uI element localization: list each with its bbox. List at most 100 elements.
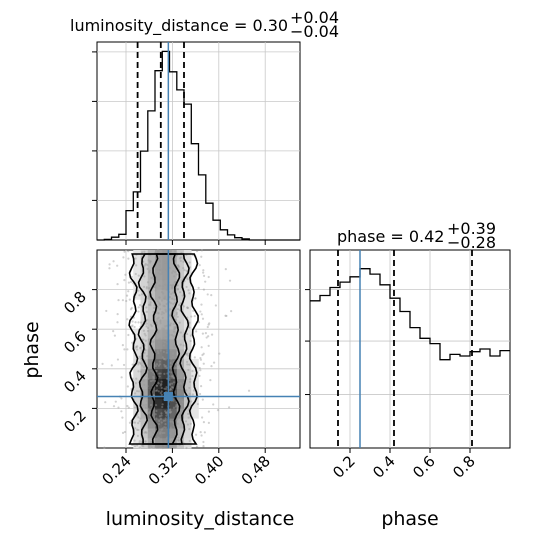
scatter-point [163, 297, 167, 300]
scatter-point [182, 335, 185, 338]
scatter-point [155, 417, 158, 420]
scatter-point [108, 263, 111, 266]
scatter-point [158, 296, 161, 299]
scatter-point [147, 338, 151, 341]
joint-density-cell [147, 259, 156, 271]
scatter-point [137, 310, 140, 313]
scatter-point [125, 299, 128, 303]
joint-density-cell [176, 408, 185, 419]
scatter-point [158, 419, 161, 422]
scatter-point [164, 308, 167, 311]
scatter-point [164, 426, 167, 429]
scatter-point [182, 344, 185, 347]
joint-density-cell [162, 349, 170, 360]
scatter-point [163, 365, 166, 368]
joint-density-cell [162, 378, 170, 389]
scatter-point [169, 322, 172, 325]
scatter-point [172, 345, 176, 348]
scatter-point [228, 279, 232, 282]
scatter-point [162, 327, 166, 330]
scatter-point [138, 446, 141, 449]
scatter-point [148, 347, 151, 350]
scatter-point [147, 287, 151, 290]
joint-density-cell [133, 418, 141, 429]
tick-label-phase-y-0.2: 0.2 [60, 407, 90, 437]
scatter-point [172, 335, 175, 338]
joint-density-cell [147, 279, 156, 290]
scatter-point [201, 332, 204, 335]
joint-density-cell [184, 408, 192, 419]
tick-label-phase-y-0.8: 0.8 [60, 288, 90, 318]
scatter-point [178, 257, 182, 260]
scatter-point [158, 301, 161, 304]
scatter-point [165, 366, 168, 369]
scatter-point [149, 260, 152, 263]
scatter-point [144, 406, 147, 409]
title-luminosity-distance: luminosity_distance = 0.30 [70, 16, 288, 36]
scatter-point [137, 306, 140, 309]
scatter-point [169, 435, 172, 438]
joint-density-cell [191, 358, 199, 370]
scatter-point [149, 323, 153, 326]
scatter-point [137, 422, 140, 425]
scatter-point [158, 284, 161, 287]
scatter-point [170, 286, 174, 289]
scatter-point [173, 328, 176, 331]
scatter-point [216, 408, 220, 412]
scatter-point [141, 444, 144, 447]
scatter-point [117, 299, 120, 302]
joint-density-cell [184, 349, 192, 360]
scatter-point [169, 348, 172, 352]
joint-density-cell [169, 299, 178, 310]
scatter-point [138, 355, 141, 358]
scatter-point [157, 423, 161, 426]
scatter-point [143, 431, 146, 434]
scatter-point [163, 431, 166, 435]
scatter-point [156, 436, 159, 439]
scatter-point [148, 365, 151, 368]
scatter-point [165, 411, 168, 414]
scatter-point [160, 380, 163, 383]
scatter-point [160, 412, 163, 415]
title-luminosity-sup: +0.04 [290, 8, 339, 27]
scatter-point [214, 304, 217, 307]
scatter-point [177, 439, 181, 442]
scatter-point [158, 337, 162, 340]
scatter-point [176, 417, 179, 420]
scatter-point [185, 389, 188, 392]
scatter-point [159, 446, 162, 449]
scatter-point [151, 379, 155, 382]
scatter-point [128, 421, 132, 424]
scatter-point [137, 363, 140, 366]
scatter-point [158, 265, 161, 268]
scatter-point [174, 367, 177, 370]
joint-density-cell [147, 329, 156, 340]
scatter-point [200, 255, 203, 258]
scatter-point [165, 437, 168, 440]
scatter-point [174, 271, 177, 274]
scatter-point [185, 269, 188, 272]
scatter-point [136, 348, 139, 351]
scatter-point [186, 360, 189, 364]
scatter-point [157, 436, 161, 439]
joint-density-cell [155, 309, 163, 320]
scatter-point [195, 250, 199, 253]
scatter-point [188, 261, 191, 264]
scatter-point [155, 384, 158, 387]
joint-density-cell [155, 378, 163, 389]
scatter-point [177, 264, 180, 267]
title-phase-main: phase = 0.42 [337, 227, 444, 246]
scatter-point [185, 285, 188, 289]
scatter-point [190, 315, 193, 318]
scatter-point [165, 414, 168, 417]
scatter-point [129, 308, 133, 311]
scatter-point [161, 310, 164, 314]
scatter-point [163, 251, 166, 254]
scatter-point [146, 267, 149, 271]
joint-density-cell [176, 349, 185, 360]
scatter-point [133, 406, 136, 409]
scatter-point [145, 310, 148, 313]
scatter-point [127, 333, 130, 337]
scatter-point [159, 349, 162, 352]
scatter-point [121, 416, 124, 419]
